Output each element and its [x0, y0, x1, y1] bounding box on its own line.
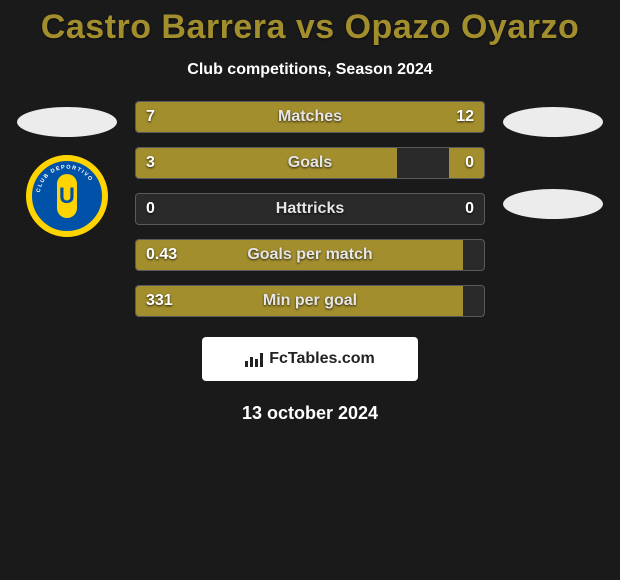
right-flag-2 — [503, 189, 603, 219]
subtitle: Club competitions, Season 2024 — [0, 61, 620, 79]
right-flag-1 — [503, 107, 603, 137]
left-club-badge: CLUB DEPORTIVO U — [26, 155, 108, 237]
stat-value-right: 12 — [456, 108, 474, 126]
comparison-card: Castro Barrera vs Opazo Oyarzo Club comp… — [0, 0, 620, 424]
left-flag — [17, 107, 117, 137]
date-line: 13 october 2024 — [0, 403, 620, 424]
stat-bar: 0.43 Goals per match — [135, 239, 485, 271]
watermark: FcTables.com — [202, 337, 418, 381]
stat-bar: 3 Goals 0 — [135, 147, 485, 179]
stat-label: Goals per match — [247, 246, 372, 264]
badge-letter: U — [57, 174, 77, 218]
left-player-col: CLUB DEPORTIVO U — [13, 101, 121, 237]
right-player-col — [499, 101, 607, 219]
stat-label: Min per goal — [263, 292, 357, 310]
stat-bar: 331 Min per goal — [135, 285, 485, 317]
stat-value-right: 0 — [465, 200, 474, 218]
stat-fill-left — [136, 102, 265, 132]
stat-bars: 7 Matches 12 3 Goals 0 0 Hattricks 0 0.43 Goals pe… — [135, 101, 485, 317]
stat-bar: 7 Matches 12 — [135, 101, 485, 133]
watermark-text: FcTables.com — [269, 350, 375, 368]
stat-label: Matches — [278, 108, 342, 126]
stat-label: Goals — [288, 154, 332, 172]
page-title: Castro Barrera vs Opazo Oyarzo — [0, 8, 620, 47]
stat-value-left: 7 — [146, 108, 155, 126]
stat-fill-left — [136, 148, 397, 178]
stat-bar: 0 Hattricks 0 — [135, 193, 485, 225]
stat-value-left: 0.43 — [146, 246, 177, 264]
stat-value-right: 0 — [465, 154, 474, 172]
stat-value-left: 3 — [146, 154, 155, 172]
stat-value-left: 331 — [146, 292, 173, 310]
stat-label: Hattricks — [276, 200, 344, 218]
chart-icon — [245, 351, 263, 367]
stat-value-left: 0 — [146, 200, 155, 218]
main-area: CLUB DEPORTIVO U 7 Matches 12 3 Goals 0 0 Hattr… — [0, 101, 620, 317]
